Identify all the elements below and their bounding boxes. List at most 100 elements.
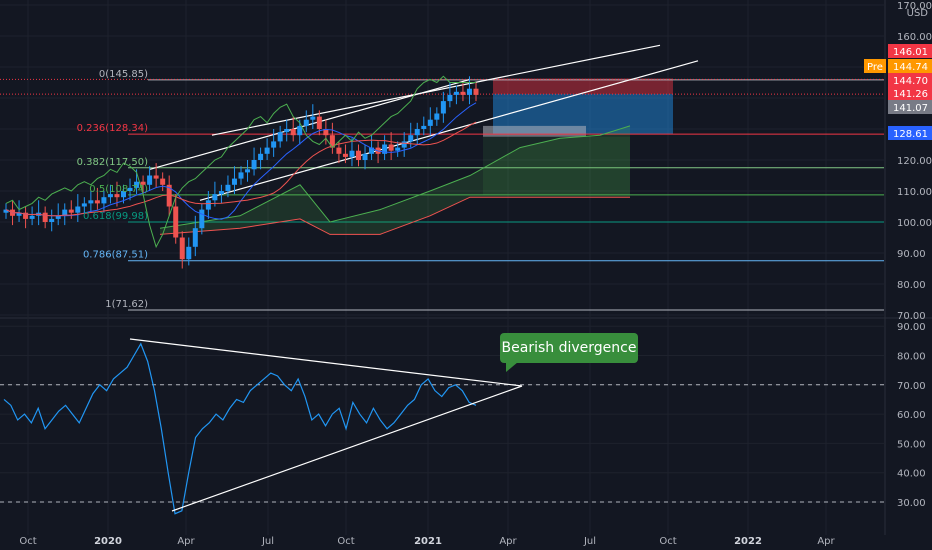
bearish-divergence-callout: Bearish divergence	[500, 333, 638, 372]
candle-body	[290, 129, 296, 136]
price-tag	[888, 126, 932, 140]
price-tick-label: 110.00	[897, 187, 932, 198]
candle-body	[245, 169, 251, 173]
candle-body	[49, 218, 55, 222]
candle-body	[395, 147, 401, 151]
candle-body	[153, 175, 159, 179]
candle-body	[173, 206, 179, 238]
candle-body	[277, 132, 283, 142]
candle-body	[42, 212, 48, 222]
rsi-tick-label: 80.00	[897, 352, 926, 363]
candle-body	[88, 200, 94, 204]
candle-body	[473, 88, 479, 95]
candle-body	[62, 209, 68, 216]
candle-body	[192, 228, 198, 247]
candle-body	[101, 197, 107, 204]
price-tag-label: 128.61	[893, 129, 928, 140]
pre-market-label: Pre	[867, 62, 883, 73]
rsi-tick-label: 30.00	[897, 498, 926, 509]
candle-body	[55, 215, 61, 219]
candle-body	[225, 184, 231, 191]
rsi-tick-label: 50.00	[897, 439, 926, 450]
y-axis: USD 170.00160.00150.00140.00130.00120.00…	[897, 1, 932, 509]
rsi-upper-trendline	[129, 338, 523, 387]
candle-body	[284, 129, 290, 133]
candle-body	[408, 135, 414, 142]
candle-body	[414, 129, 420, 136]
rsi-tick-label: 40.00	[897, 469, 926, 480]
candle-body	[121, 191, 126, 198]
candle-body	[231, 178, 237, 185]
candle-body	[127, 187, 133, 191]
fib-labels: 0(145.85) 0.236(128.34) 0.382(117.50) 0.5(1…	[77, 69, 149, 310]
candle-body	[362, 153, 368, 160]
candle-body	[205, 200, 211, 210]
candle-body	[329, 135, 335, 148]
channel-bottom-line	[199, 60, 699, 201]
x-tick-label: 2020	[94, 536, 122, 547]
candle-body	[264, 147, 270, 154]
candle-body	[297, 125, 303, 136]
fib-level-label: 0.236(128.34)	[77, 123, 149, 134]
fib-level-label: 0.382(117.50)	[77, 157, 149, 168]
rsi-tick-label: 90.00	[897, 322, 926, 333]
fib-level-label: 0.618(99.98)	[83, 211, 148, 222]
price-tag-label: 141.07	[893, 103, 928, 114]
rsi-tick-label: 70.00	[897, 381, 926, 392]
candle-body	[238, 172, 244, 179]
x-tick-label: Oct	[659, 536, 676, 547]
candle-body	[258, 153, 264, 160]
candle-body	[440, 101, 446, 114]
candle-body	[382, 144, 388, 154]
price-tag-label: 141.26	[893, 89, 928, 100]
candle-body	[271, 141, 277, 148]
pre-market-marker	[864, 59, 886, 73]
candle-body	[218, 191, 224, 195]
candle-body	[427, 119, 433, 126]
candle-body	[107, 194, 113, 198]
candle-body	[251, 160, 257, 170]
candle-body	[179, 237, 185, 260]
candle-body	[323, 129, 329, 136]
price-tick-label: 160.00	[897, 32, 932, 43]
price-tag	[888, 86, 932, 100]
x-axis: Oct 2020 Apr Jul Oct 2021 Apr Jul Oct 2022 Apr	[19, 536, 835, 547]
x-tick-label: Jul	[261, 536, 274, 547]
candle-body	[3, 209, 9, 213]
candle-body	[369, 147, 375, 154]
fib-level-label: 0.786(87.51)	[83, 250, 148, 261]
price-tick-label: 120.00	[897, 156, 932, 167]
price-tick-label: 170.00	[897, 1, 932, 12]
x-tick-label: Apr	[817, 536, 835, 547]
x-tick-label: 2021	[414, 536, 442, 547]
lagging-span-line	[5, 75, 476, 249]
rsi-panel	[0, 338, 885, 515]
price-tag	[888, 73, 932, 87]
candle-body	[160, 178, 166, 185]
price-tick-label: 80.00	[897, 280, 926, 291]
mini-box	[483, 125, 586, 137]
candle-body	[342, 153, 348, 157]
candle-body	[401, 141, 407, 148]
candle-body	[349, 150, 355, 157]
candle-body	[421, 125, 427, 129]
fib-level-label: 0.5(108.74)	[89, 184, 148, 195]
cloud-span-b	[159, 196, 630, 235]
x-tick-label: Oct	[337, 536, 354, 547]
currency-label: USD	[907, 8, 929, 19]
candle-body	[316, 116, 322, 129]
candle-body	[466, 88, 472, 95]
fib-level-label: 1(71.62)	[105, 299, 148, 310]
grid-lines	[0, 0, 932, 535]
green-zone	[483, 136, 630, 195]
price-tag	[888, 59, 932, 73]
drawing-layer	[0, 44, 885, 311]
candle-body	[16, 212, 22, 216]
price-tags: 146.01 144.74 144.70 141.26 141.07 128.61 Pre	[864, 44, 932, 140]
x-tick-label: Oct	[19, 536, 36, 547]
candle-body	[310, 116, 316, 120]
price-tick-label: 100.00	[897, 218, 932, 229]
rsi-line	[3, 342, 477, 515]
candle-body	[94, 200, 100, 204]
